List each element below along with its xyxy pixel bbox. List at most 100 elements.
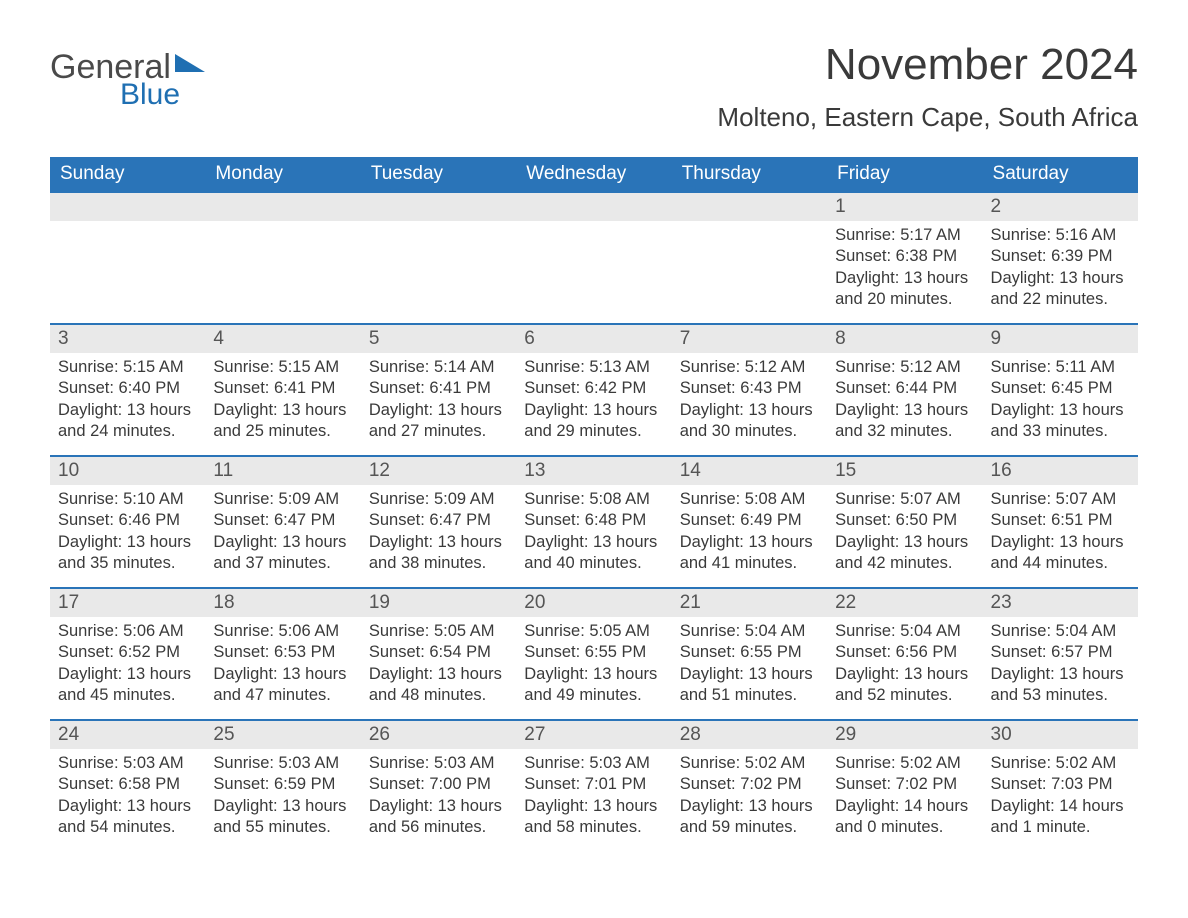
location: Molteno, Eastern Cape, South Africa — [717, 102, 1138, 133]
day-number: 9 — [983, 325, 1138, 353]
calendar-cell: 3Sunrise: 5:15 AMSunset: 6:40 PMDaylight… — [50, 324, 205, 456]
daylight-text: Daylight: 13 hours and 53 minutes. — [991, 664, 1130, 707]
day-number: 20 — [516, 589, 671, 617]
day-details: Sunrise: 5:03 AMSunset: 7:01 PMDaylight:… — [516, 749, 671, 843]
day-number: 30 — [983, 721, 1138, 749]
daylight-text: Daylight: 13 hours and 38 minutes. — [369, 532, 508, 575]
sunset-text: Sunset: 6:57 PM — [991, 642, 1130, 663]
calendar-cell: 14Sunrise: 5:08 AMSunset: 6:49 PMDayligh… — [672, 456, 827, 588]
daylight-text: Daylight: 13 hours and 45 minutes. — [58, 664, 197, 707]
sunrise-text: Sunrise: 5:07 AM — [991, 489, 1130, 510]
sunrise-text: Sunrise: 5:12 AM — [680, 357, 819, 378]
calendar-cell: 20Sunrise: 5:05 AMSunset: 6:55 PMDayligh… — [516, 588, 671, 720]
day-number: 12 — [361, 457, 516, 485]
daylight-text: Daylight: 13 hours and 49 minutes. — [524, 664, 663, 707]
calendar-week: 3Sunrise: 5:15 AMSunset: 6:40 PMDaylight… — [50, 324, 1138, 456]
day-details: Sunrise: 5:02 AMSunset: 7:03 PMDaylight:… — [983, 749, 1138, 843]
day-details: Sunrise: 5:10 AMSunset: 6:46 PMDaylight:… — [50, 485, 205, 579]
sunrise-text: Sunrise: 5:04 AM — [991, 621, 1130, 642]
sunset-text: Sunset: 6:55 PM — [524, 642, 663, 663]
day-details: Sunrise: 5:08 AMSunset: 6:49 PMDaylight:… — [672, 485, 827, 579]
calendar-cell: 1Sunrise: 5:17 AMSunset: 6:38 PMDaylight… — [827, 192, 982, 324]
daylight-text: Daylight: 13 hours and 29 minutes. — [524, 400, 663, 443]
day-number: 10 — [50, 457, 205, 485]
calendar-cell: 18Sunrise: 5:06 AMSunset: 6:53 PMDayligh… — [205, 588, 360, 720]
sunset-text: Sunset: 6:41 PM — [213, 378, 352, 399]
day-header: Wednesday — [516, 157, 671, 192]
calendar-cell: 10Sunrise: 5:10 AMSunset: 6:46 PMDayligh… — [50, 456, 205, 588]
daylight-text: Daylight: 13 hours and 42 minutes. — [835, 532, 974, 575]
day-number — [672, 193, 827, 221]
sunset-text: Sunset: 6:46 PM — [58, 510, 197, 531]
calendar-head: SundayMondayTuesdayWednesdayThursdayFrid… — [50, 157, 1138, 192]
daylight-text: Daylight: 13 hours and 59 minutes. — [680, 796, 819, 839]
sunset-text: Sunset: 6:54 PM — [369, 642, 508, 663]
sunset-text: Sunset: 6:49 PM — [680, 510, 819, 531]
daylight-text: Daylight: 13 hours and 27 minutes. — [369, 400, 508, 443]
sunrise-text: Sunrise: 5:07 AM — [835, 489, 974, 510]
daylight-text: Daylight: 14 hours and 0 minutes. — [835, 796, 974, 839]
day-details: Sunrise: 5:04 AMSunset: 6:55 PMDaylight:… — [672, 617, 827, 711]
day-number: 24 — [50, 721, 205, 749]
sunrise-text: Sunrise: 5:14 AM — [369, 357, 508, 378]
sunrise-text: Sunrise: 5:03 AM — [58, 753, 197, 774]
day-details: Sunrise: 5:05 AMSunset: 6:54 PMDaylight:… — [361, 617, 516, 711]
day-details: Sunrise: 5:03 AMSunset: 6:58 PMDaylight:… — [50, 749, 205, 843]
sunset-text: Sunset: 6:42 PM — [524, 378, 663, 399]
day-number: 22 — [827, 589, 982, 617]
day-number: 4 — [205, 325, 360, 353]
calendar-cell: 28Sunrise: 5:02 AMSunset: 7:02 PMDayligh… — [672, 720, 827, 852]
calendar-week: 24Sunrise: 5:03 AMSunset: 6:58 PMDayligh… — [50, 720, 1138, 852]
calendar-cell: 5Sunrise: 5:14 AMSunset: 6:41 PMDaylight… — [361, 324, 516, 456]
sunrise-text: Sunrise: 5:08 AM — [524, 489, 663, 510]
month-title: November 2024 — [717, 40, 1138, 90]
calendar-cell: 15Sunrise: 5:07 AMSunset: 6:50 PMDayligh… — [827, 456, 982, 588]
sunset-text: Sunset: 7:01 PM — [524, 774, 663, 795]
sunrise-text: Sunrise: 5:04 AM — [680, 621, 819, 642]
calendar-cell — [50, 192, 205, 324]
day-details: Sunrise: 5:07 AMSunset: 6:50 PMDaylight:… — [827, 485, 982, 579]
day-details: Sunrise: 5:06 AMSunset: 6:52 PMDaylight:… — [50, 617, 205, 711]
calendar-cell: 11Sunrise: 5:09 AMSunset: 6:47 PMDayligh… — [205, 456, 360, 588]
day-number — [361, 193, 516, 221]
sunset-text: Sunset: 6:51 PM — [991, 510, 1130, 531]
day-details: Sunrise: 5:14 AMSunset: 6:41 PMDaylight:… — [361, 353, 516, 447]
header: General Blue November 2024 Molteno, East… — [50, 40, 1138, 139]
calendar-week: 1Sunrise: 5:17 AMSunset: 6:38 PMDaylight… — [50, 192, 1138, 324]
day-number: 27 — [516, 721, 671, 749]
calendar-cell: 24Sunrise: 5:03 AMSunset: 6:58 PMDayligh… — [50, 720, 205, 852]
sunset-text: Sunset: 6:59 PM — [213, 774, 352, 795]
calendar-cell: 30Sunrise: 5:02 AMSunset: 7:03 PMDayligh… — [983, 720, 1138, 852]
daylight-text: Daylight: 14 hours and 1 minute. — [991, 796, 1130, 839]
sunset-text: Sunset: 7:00 PM — [369, 774, 508, 795]
sunset-text: Sunset: 6:40 PM — [58, 378, 197, 399]
sunrise-text: Sunrise: 5:02 AM — [991, 753, 1130, 774]
day-number: 17 — [50, 589, 205, 617]
daylight-text: Daylight: 13 hours and 44 minutes. — [991, 532, 1130, 575]
sunrise-text: Sunrise: 5:15 AM — [213, 357, 352, 378]
daylight-text: Daylight: 13 hours and 58 minutes. — [524, 796, 663, 839]
sunrise-text: Sunrise: 5:02 AM — [835, 753, 974, 774]
day-number: 7 — [672, 325, 827, 353]
sunset-text: Sunset: 7:03 PM — [991, 774, 1130, 795]
day-number: 18 — [205, 589, 360, 617]
calendar-cell: 6Sunrise: 5:13 AMSunset: 6:42 PMDaylight… — [516, 324, 671, 456]
calendar-table: SundayMondayTuesdayWednesdayThursdayFrid… — [50, 157, 1138, 852]
calendar-week: 17Sunrise: 5:06 AMSunset: 6:52 PMDayligh… — [50, 588, 1138, 720]
sunrise-text: Sunrise: 5:09 AM — [369, 489, 508, 510]
day-details: Sunrise: 5:11 AMSunset: 6:45 PMDaylight:… — [983, 353, 1138, 447]
day-number: 8 — [827, 325, 982, 353]
calendar-cell — [516, 192, 671, 324]
sunset-text: Sunset: 6:55 PM — [680, 642, 819, 663]
day-header: Monday — [205, 157, 360, 192]
day-details: Sunrise: 5:12 AMSunset: 6:43 PMDaylight:… — [672, 353, 827, 447]
daylight-text: Daylight: 13 hours and 56 minutes. — [369, 796, 508, 839]
day-number: 25 — [205, 721, 360, 749]
sunset-text: Sunset: 6:56 PM — [835, 642, 974, 663]
daylight-text: Daylight: 13 hours and 47 minutes. — [213, 664, 352, 707]
day-number: 1 — [827, 193, 982, 221]
day-number: 29 — [827, 721, 982, 749]
day-number: 16 — [983, 457, 1138, 485]
sunrise-text: Sunrise: 5:15 AM — [58, 357, 197, 378]
calendar-cell: 23Sunrise: 5:04 AMSunset: 6:57 PMDayligh… — [983, 588, 1138, 720]
